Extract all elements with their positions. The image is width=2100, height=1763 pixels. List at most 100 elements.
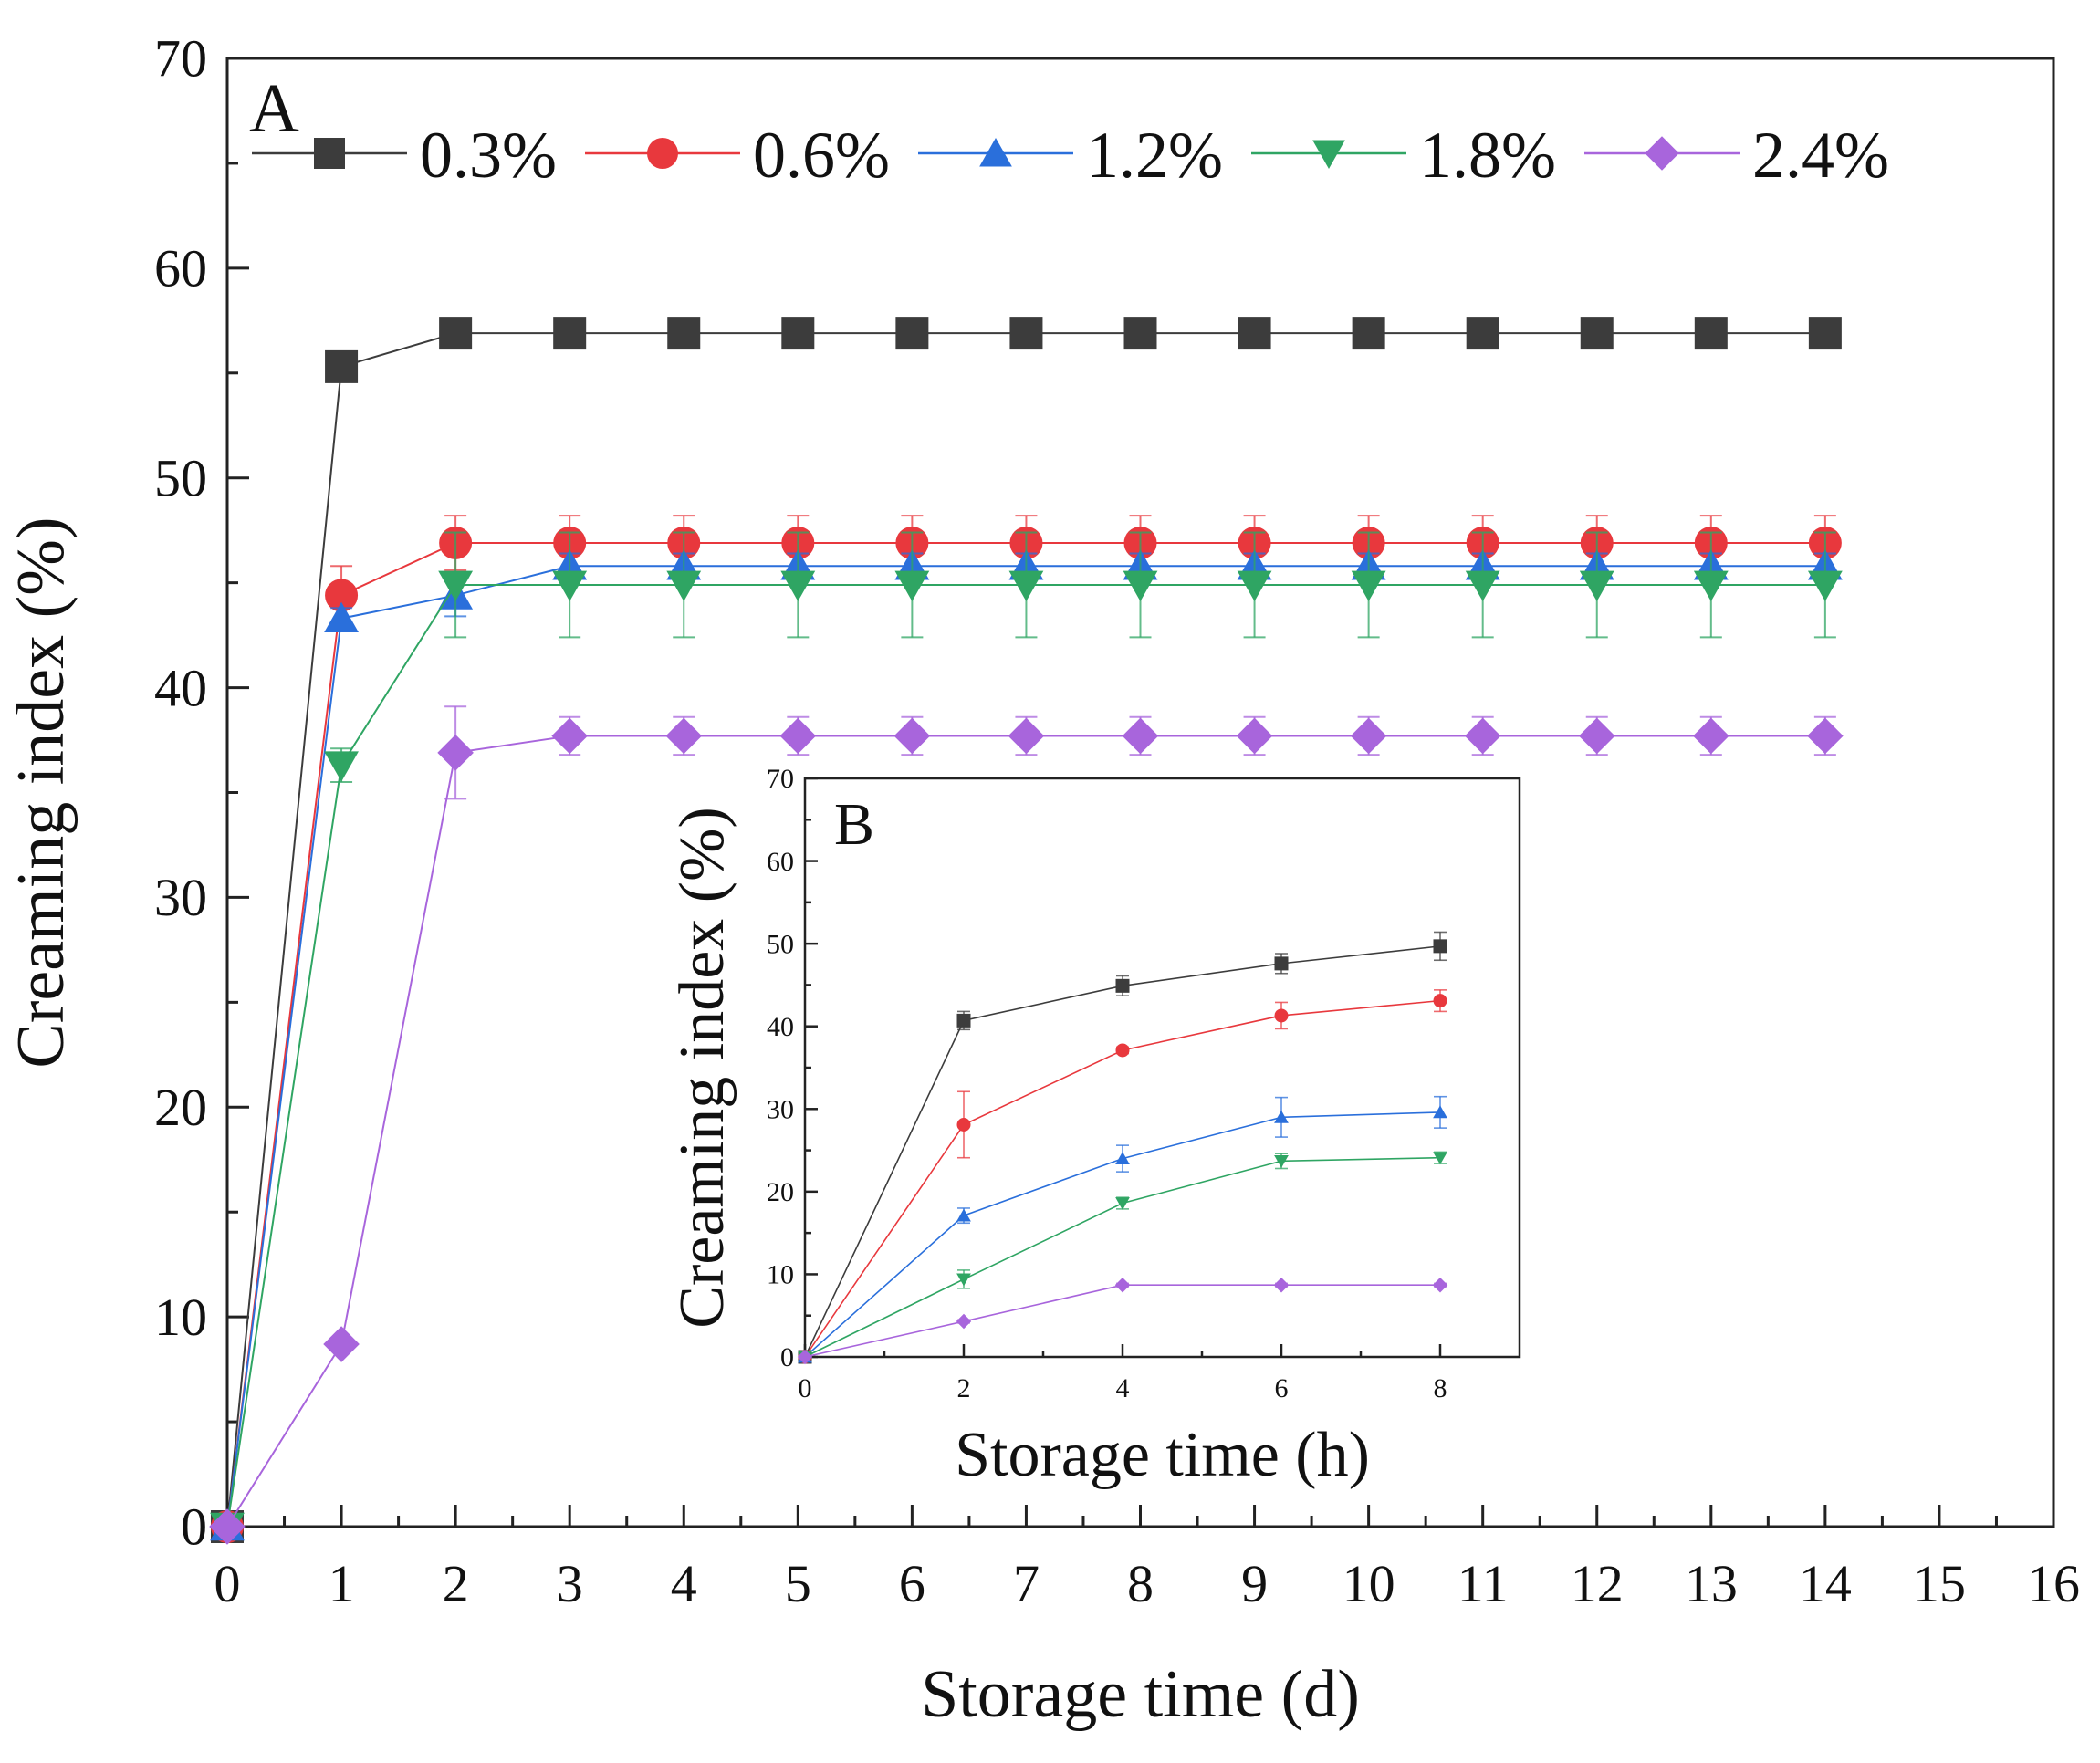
data-point [1807, 570, 1843, 601]
y-axis-title: Creaming index (%) [667, 807, 737, 1328]
y-tick-label: 50 [767, 929, 794, 959]
y-tick-label: 20 [154, 1078, 207, 1137]
data-point [324, 601, 359, 633]
y-tick-label: 40 [154, 658, 207, 717]
data-point [325, 579, 359, 612]
legend-label: 0.3% [420, 119, 557, 192]
data-point [780, 570, 816, 601]
data-point [1122, 717, 1159, 755]
series-2.4% [797, 1277, 1448, 1365]
series-2.4% [209, 705, 1844, 1545]
data-point [553, 317, 587, 350]
data-point [1433, 994, 1447, 1008]
data-point [438, 570, 474, 601]
inset-background [805, 778, 1520, 1357]
series-1.8% [210, 531, 1843, 1543]
y-tick-label: 20 [767, 1177, 794, 1207]
legend-item: 2.4% [1584, 119, 1889, 192]
data-point [956, 1117, 971, 1132]
legend-label: 2.4% [1752, 119, 1889, 192]
x-tick-label: 6 [899, 1554, 925, 1613]
data-point [1433, 939, 1447, 954]
legend-marker [979, 138, 1012, 167]
data-point [1009, 317, 1043, 350]
data-point [1123, 317, 1157, 350]
y-tick-label: 70 [154, 29, 207, 89]
legend-label: 1.2% [1086, 119, 1223, 192]
data-point [895, 317, 929, 350]
x-tick-label: 9 [1241, 1554, 1268, 1613]
panel-B: 0 2 4 6 8 0 10 20 30 40 50 60 70 Storage time (h) Crea… [667, 764, 1521, 1490]
data-point [324, 751, 359, 782]
panel-A: 0 1 2 3 4 5 6 7 8 9 10 11 12 13 14 15 16010203040506070S… [4, 29, 2080, 1732]
panel-label: A [249, 70, 299, 147]
legend-marker [647, 138, 678, 169]
data-point [1807, 717, 1844, 755]
legend-marker [314, 138, 345, 169]
x-tick-label: 13 [1685, 1554, 1738, 1613]
data-point [439, 317, 473, 350]
y-tick-label: 50 [154, 448, 207, 507]
data-point [1008, 570, 1044, 601]
data-point [779, 717, 817, 755]
x-tick-label: 15 [1913, 1554, 1966, 1613]
data-point [1008, 717, 1045, 755]
y-tick-label: 30 [767, 1094, 794, 1124]
legend: 0.3% 0.6% 1.2% 1.8% 2.4% [252, 119, 1889, 192]
x-tick-label: 7 [1013, 1554, 1040, 1613]
data-point [1466, 317, 1499, 350]
data-point [1123, 570, 1158, 601]
x-axis-title: Storage time (d) [921, 1657, 1360, 1732]
data-point [1465, 570, 1500, 601]
data-point [1351, 570, 1386, 601]
data-point [551, 717, 588, 755]
series-0.3% [211, 317, 1842, 1543]
x-tick-label: 12 [1571, 1554, 1624, 1613]
data-point [956, 1208, 971, 1222]
data-point [1273, 1277, 1290, 1293]
data-point [1579, 570, 1614, 601]
legend-item: 0.6% [585, 119, 890, 192]
data-point [1693, 570, 1729, 601]
data-point [323, 1326, 360, 1362]
data-point [1580, 317, 1614, 350]
x-tick-label: 4 [1116, 1373, 1130, 1403]
legend-item: 0.3% [252, 119, 557, 192]
x-tick-label: 11 [1457, 1554, 1509, 1613]
x-tick-label: 16 [2027, 1554, 2080, 1613]
data-point [956, 1273, 971, 1287]
data-point [956, 1013, 971, 1028]
data-point [552, 570, 588, 601]
data-point [1236, 717, 1273, 755]
data-point [665, 717, 703, 755]
legend-marker [1312, 140, 1345, 169]
y-axis-title: Creaming index (%) [4, 516, 78, 1068]
data-point [1238, 317, 1271, 350]
data-point [1352, 317, 1385, 350]
data-point [1693, 717, 1729, 755]
data-point [781, 317, 815, 350]
y-tick-label: 60 [767, 847, 794, 877]
x-tick-label: 0 [799, 1373, 812, 1403]
panel-label: B [834, 791, 874, 858]
x-tick-label: 14 [1799, 1554, 1852, 1613]
data-point [1274, 1110, 1289, 1123]
data-point [1274, 956, 1289, 971]
data-point [893, 717, 931, 755]
data-point [437, 735, 474, 771]
x-tick-label: 1 [329, 1554, 355, 1613]
x-tick-label: 4 [671, 1554, 697, 1613]
y-tick-label: 40 [767, 1012, 794, 1042]
x-tick-label: 5 [785, 1554, 811, 1613]
data-point [1115, 1152, 1130, 1165]
x-tick-label: 10 [1343, 1554, 1395, 1613]
data-point [1433, 1105, 1447, 1119]
legend-label: 1.8% [1419, 119, 1556, 192]
legend-item: 1.8% [1251, 119, 1556, 192]
legend-label: 0.6% [753, 119, 890, 192]
data-point [1115, 978, 1130, 993]
y-tick-label: 60 [154, 239, 207, 298]
data-point [894, 570, 930, 601]
